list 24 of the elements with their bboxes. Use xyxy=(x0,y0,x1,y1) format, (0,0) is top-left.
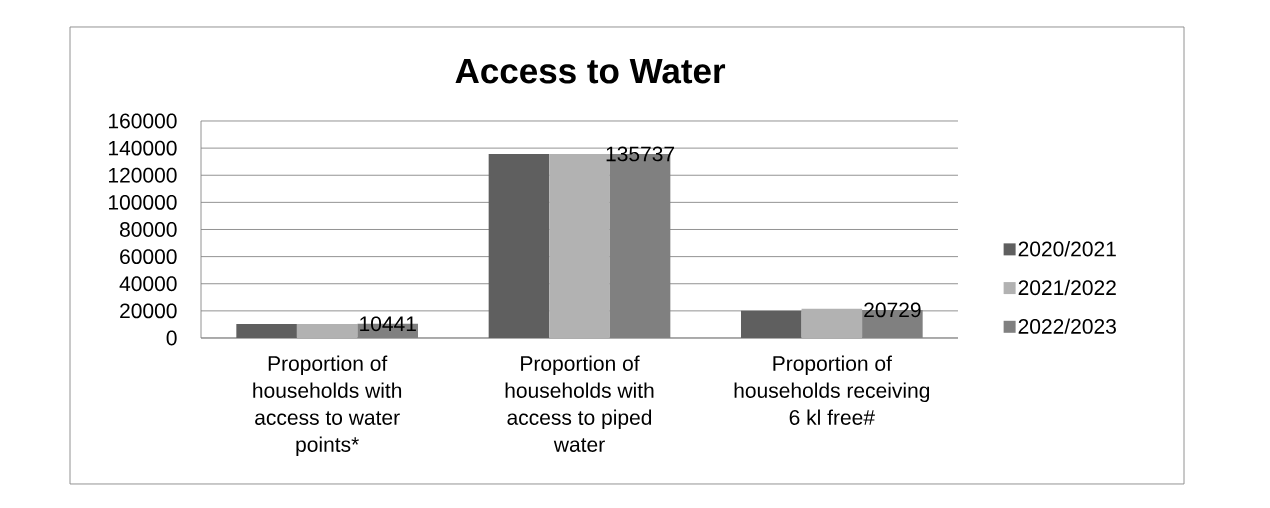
x-tick-label: Proportion of households receiving 6 kl free# xyxy=(734,355,930,425)
y-tick-label: 40000 xyxy=(119,276,177,292)
bar xyxy=(740,310,802,338)
y-tick-label: 120000 xyxy=(109,167,177,183)
y-tick-label: 160000 xyxy=(109,113,177,129)
x-tick-label: Proportion of households with access to piped water xyxy=(505,355,654,452)
y-tick-label: 100000 xyxy=(109,194,177,210)
x-tick-label: Proportion of households with access to water points* xyxy=(253,355,402,457)
bar xyxy=(296,323,358,338)
bar xyxy=(801,308,863,338)
y-tick-label: 0 xyxy=(166,330,177,346)
legend-label: 2020/2021 xyxy=(1018,241,1116,257)
y-tick-label: 140000 xyxy=(109,140,177,156)
chart-title: Access to Water xyxy=(455,59,726,84)
legend-label: 2021/2022 xyxy=(1018,279,1116,296)
data-label: 10441 xyxy=(360,316,416,332)
y-tick-label: 60000 xyxy=(120,249,177,265)
data-label: 20729 xyxy=(864,302,921,318)
y-tick-label: 80000 xyxy=(119,222,177,237)
bar xyxy=(236,323,297,338)
y-tick-label: 20000 xyxy=(120,303,177,319)
legend-label: 2022/2023 xyxy=(1018,318,1116,334)
bar xyxy=(488,153,550,338)
data-label: 135737 xyxy=(606,146,675,162)
